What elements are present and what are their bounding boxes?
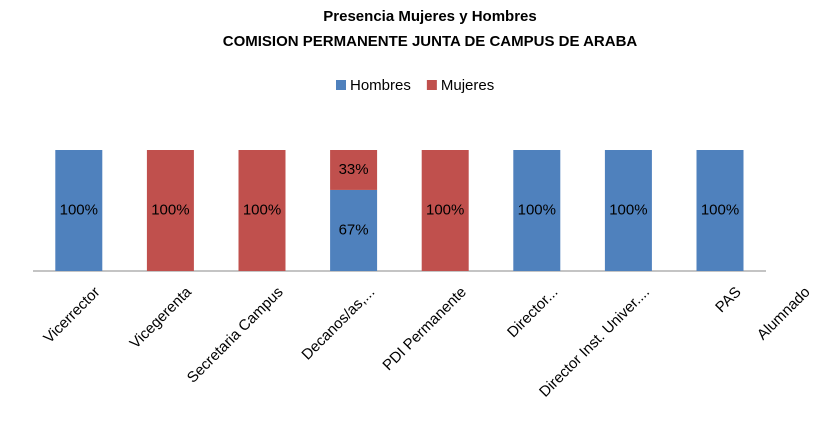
data-label: 100%: [243, 201, 281, 218]
data-label: 67%: [339, 221, 369, 238]
x-tick-label: Alumnado: [754, 284, 814, 344]
data-label: 100%: [426, 201, 464, 218]
bar-segment: [238, 150, 286, 271]
data-label: 100%: [151, 201, 189, 218]
x-tick-label: Decanos/as,...: [298, 284, 378, 364]
legend-label: Mujeres: [441, 77, 494, 94]
bar-segment: [421, 150, 469, 271]
x-tick-label: Vicegerenta: [127, 283, 196, 352]
bar-segment: [696, 150, 744, 271]
data-label: 100%: [60, 201, 98, 218]
bar-segment: [513, 150, 561, 271]
x-tick-label: Secretaria Campus: [184, 284, 287, 387]
x-tick-label: PDI Permanente: [379, 284, 469, 374]
data-label: 33%: [339, 161, 369, 178]
data-label: 100%: [518, 201, 556, 218]
x-tick-label: PAS: [712, 284, 744, 316]
legend-label: Hombres: [350, 77, 411, 94]
data-label: 100%: [701, 201, 739, 218]
chart-subtitle: COMISION PERMANENTE JUNTA DE CAMPUS DE A…: [223, 33, 638, 50]
bar-segment: [146, 150, 194, 271]
bar-segment: [604, 150, 652, 271]
legend-swatch: [336, 80, 346, 90]
bar-segment: [330, 150, 378, 190]
legend-swatch: [426, 80, 437, 90]
bar-segment: [55, 150, 103, 271]
data-label: 100%: [609, 201, 647, 218]
bar-segment: [330, 189, 378, 271]
chart-title: Presencia Mujeres y Hombres: [323, 8, 536, 25]
x-tick-label: Vicerrector: [40, 284, 103, 347]
x-tick-label: Director...: [504, 284, 561, 341]
